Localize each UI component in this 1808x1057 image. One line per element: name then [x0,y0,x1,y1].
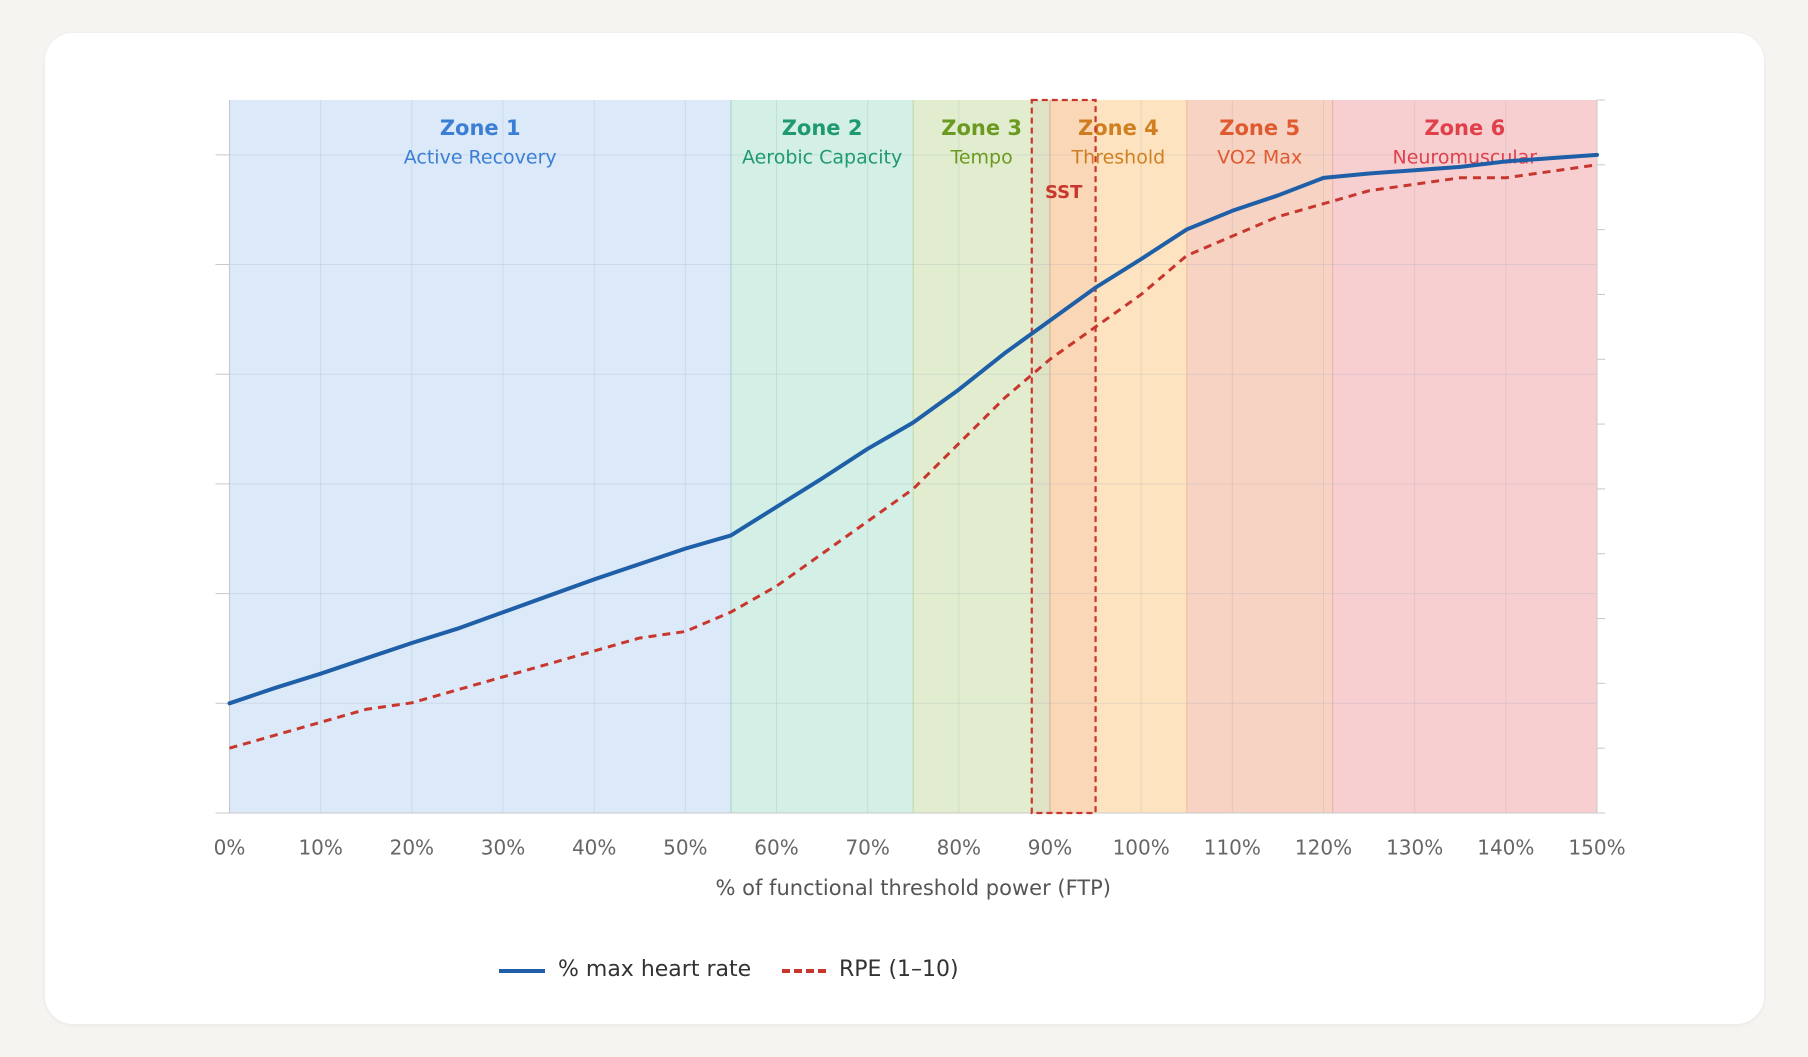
x-tick-label: 60% [754,836,798,860]
zone-name: Zone 2 [782,116,863,140]
zone-band [1332,100,1597,813]
x-tick-label: 0% [214,836,246,860]
x-tick-label: 140% [1477,836,1534,860]
sst-label: SST [1045,182,1083,203]
x-tick-label: 40% [572,836,616,860]
zone-band [913,100,1050,813]
zone-name: Zone 6 [1424,116,1505,140]
x-tick-label: 130% [1386,836,1443,860]
zone-label: Aerobic Capacity [742,147,902,169]
x-tick-label: 150% [1568,836,1625,860]
x-tick-label: 70% [845,836,889,860]
x-tick-label: 110% [1204,836,1261,860]
legend-label: RPE (1–10) [839,957,959,982]
x-tick-label: 90% [1028,836,1072,860]
x-tick-label: 20% [390,836,434,860]
zone-band [1050,100,1187,813]
x-tick-label: 80% [937,836,981,860]
zone-name: Zone 4 [1078,116,1159,140]
x-tick-label: 30% [481,836,525,860]
zone-band [730,100,914,813]
zone-name: Zone 1 [440,116,521,140]
x-axis-title: % of functional threshold power (FTP) [716,876,1111,900]
zone-label: Threshold [1071,147,1166,169]
zone-label: VO2 Max [1217,147,1302,169]
zone-label: Tempo [949,147,1012,169]
sst-band [1030,98,1097,815]
x-tick-label: 10% [298,836,342,860]
series-line [229,163,1598,750]
legend-label: % max heart rate [558,957,751,982]
zone-name: Zone 3 [941,116,1022,140]
x-tick-label: 100% [1113,836,1170,860]
zone-name: Zone 5 [1219,116,1300,140]
x-tick-label: 120% [1295,836,1352,860]
series-line [227,152,1599,706]
zone-label: Active Recovery [404,147,557,169]
x-tick-label: 50% [663,836,707,860]
zone-band [229,100,731,813]
